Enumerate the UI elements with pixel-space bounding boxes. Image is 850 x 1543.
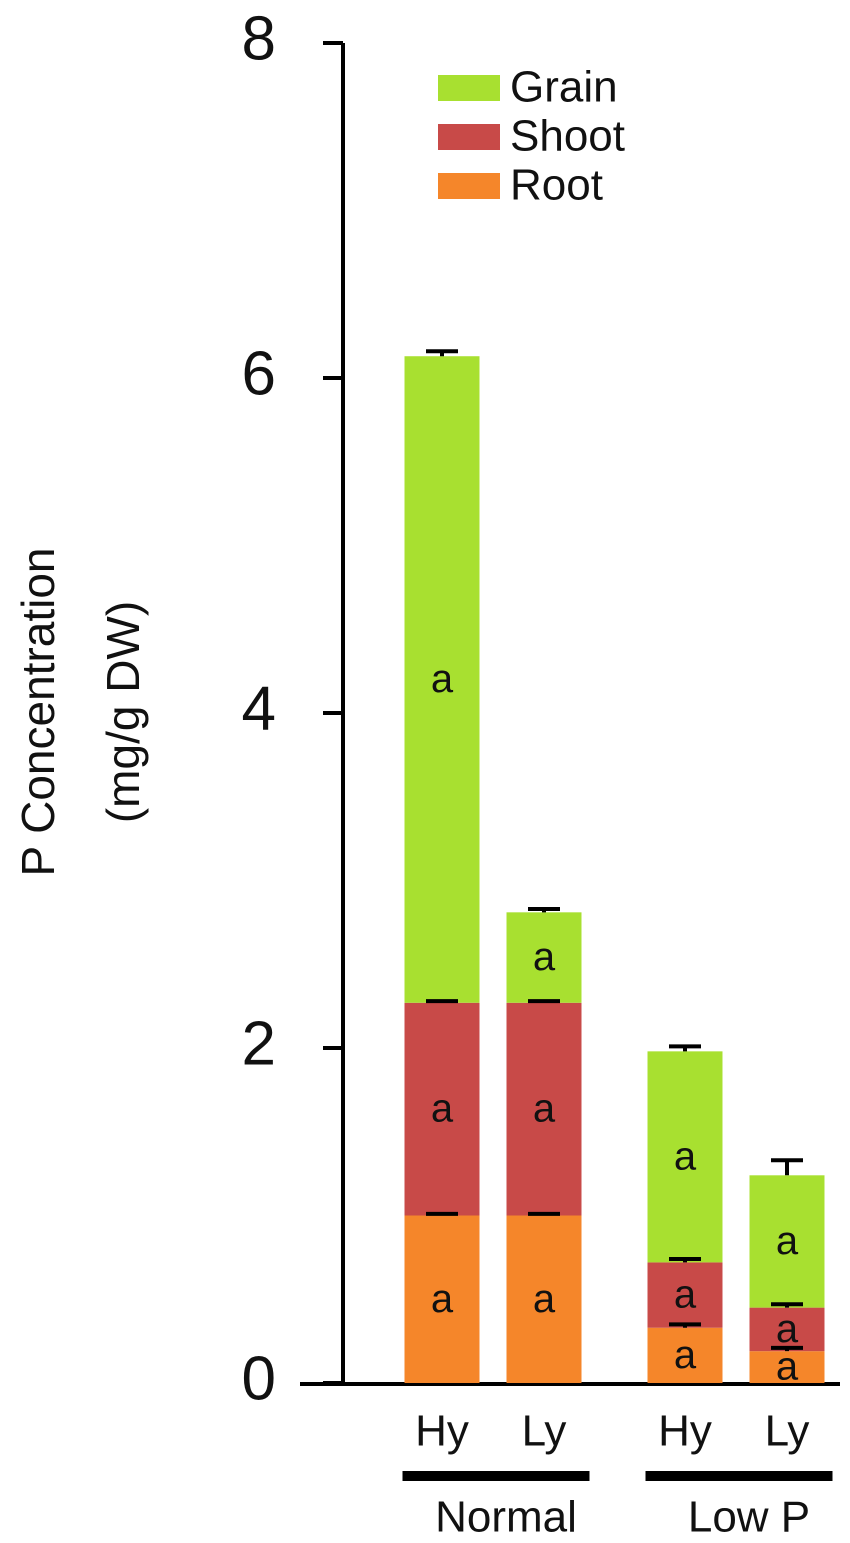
bar-segment xyxy=(506,912,582,1003)
bar-segment xyxy=(404,1002,480,1216)
y-tick-label: 4 xyxy=(242,674,276,743)
bar-segment xyxy=(647,1051,723,1263)
x-tick-label: Ly xyxy=(522,1407,567,1456)
group-label: Low P xyxy=(688,1493,810,1542)
error-bar xyxy=(771,1345,803,1352)
error-bar xyxy=(669,1257,701,1263)
error-bar xyxy=(426,349,458,357)
significance-letter: a xyxy=(431,1277,454,1321)
error-bar xyxy=(528,999,560,1004)
legend-label: Grain xyxy=(510,63,618,112)
y-tick-label: 0 xyxy=(242,1344,276,1413)
y-tick-label: 6 xyxy=(242,339,276,408)
significance-letter: a xyxy=(533,935,556,979)
bar-segment xyxy=(506,1215,582,1383)
significance-letter: a xyxy=(776,1345,799,1389)
error-bar xyxy=(426,1211,458,1216)
significance-letter: a xyxy=(674,1134,697,1178)
bar-segment xyxy=(749,1351,825,1383)
significance-letter: a xyxy=(533,1087,556,1131)
significance-letter: a xyxy=(431,657,454,701)
y-axis-label: P Concentration xyxy=(12,547,64,876)
x-tick-label: Ly xyxy=(765,1407,810,1456)
bar-segment xyxy=(749,1307,825,1352)
x-tick-label: Hy xyxy=(658,1407,712,1456)
error-bar xyxy=(426,999,458,1004)
significance-letter: a xyxy=(533,1277,556,1321)
x-tick-label: Hy xyxy=(415,1407,469,1456)
significance-letter: a xyxy=(776,1219,799,1263)
error-bar xyxy=(528,906,560,913)
significance-letter: a xyxy=(776,1307,799,1351)
y-tick-label: 8 xyxy=(242,4,276,73)
error-bar xyxy=(528,1211,560,1216)
error-bar xyxy=(669,1322,701,1328)
error-bar xyxy=(771,1158,803,1176)
significance-letter: a xyxy=(431,1087,454,1131)
significance-letter: a xyxy=(674,1333,697,1377)
bar-segment xyxy=(749,1175,825,1308)
legend-swatch xyxy=(438,173,500,199)
y-tick-label: 2 xyxy=(242,1009,276,1078)
bar-segment xyxy=(404,356,480,1003)
bar-segment xyxy=(647,1262,723,1328)
error-bar xyxy=(771,1302,803,1308)
bar-segment xyxy=(506,1002,582,1216)
significance-letter: a xyxy=(674,1273,697,1317)
error-bar xyxy=(669,1044,701,1052)
legend-label: Root xyxy=(510,161,603,210)
legend-label: Shoot xyxy=(510,112,625,161)
y-axis-label: (mg/g DW) xyxy=(97,601,149,823)
legend-swatch xyxy=(438,75,500,101)
legend-swatch xyxy=(438,124,500,150)
bar-segment xyxy=(404,1215,480,1383)
group-label: Normal xyxy=(435,1493,577,1542)
bar-segment xyxy=(647,1327,723,1383)
